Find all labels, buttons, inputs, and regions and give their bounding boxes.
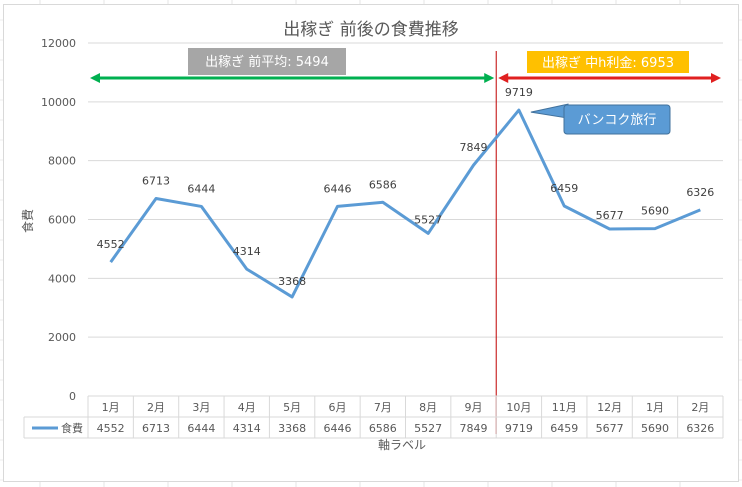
table-value: 6586 bbox=[369, 422, 397, 435]
table-value: 6459 bbox=[550, 422, 578, 435]
y-tick-label: 0 bbox=[69, 390, 76, 403]
after-period-arrow-head-left bbox=[498, 73, 509, 83]
series-line-layer bbox=[109, 108, 701, 299]
data-label: 4552 bbox=[97, 238, 125, 251]
chart-title: 出稼ぎ 前後の食費推移 bbox=[283, 20, 458, 40]
x-tick-label: 10月 bbox=[506, 401, 531, 414]
data-label: 5527 bbox=[414, 213, 442, 226]
data-label: 6326 bbox=[686, 186, 714, 199]
before-period-arrow bbox=[90, 73, 495, 83]
callout-box bbox=[563, 104, 671, 135]
x-tick-label: 8月 bbox=[419, 401, 437, 414]
legend-series-name: 食費 bbox=[61, 421, 83, 435]
table-value: 6446 bbox=[323, 422, 351, 435]
line-chart: 出稼ぎ 前後の食費推移 020004000600080001000012000 … bbox=[20, 20, 724, 452]
x-tick-label: 1月 bbox=[646, 401, 664, 414]
before-period-arrow-head-right bbox=[484, 73, 495, 83]
y-tick-label: 6000 bbox=[48, 214, 76, 227]
data-label: 6446 bbox=[323, 182, 351, 195]
y-tick-label: 10000 bbox=[41, 96, 76, 109]
table-value: 7849 bbox=[460, 422, 488, 435]
x-tick-label: 9月 bbox=[465, 401, 483, 414]
table-value: 6713 bbox=[142, 422, 170, 435]
x-tick-label: 1月 bbox=[102, 401, 120, 414]
x-tick-label: 7月 bbox=[374, 401, 392, 414]
x-tick-label: 5月 bbox=[283, 401, 301, 414]
after-period-arrow-head-right bbox=[711, 73, 721, 83]
callout-label: バンコク旅行 bbox=[578, 113, 657, 128]
period-arrows: 出稼ぎ 前平均: 5494 出稼ぎ 中h利金: 6953 bbox=[90, 48, 721, 83]
table-value: 5677 bbox=[596, 422, 624, 435]
y-tick-label: 2000 bbox=[48, 331, 76, 344]
y-tick-label: 12000 bbox=[41, 37, 76, 50]
data-label: 5677 bbox=[596, 209, 624, 222]
table-value: 6326 bbox=[686, 422, 714, 435]
x-tick-label: 4月 bbox=[238, 401, 256, 414]
chart-area[interactable]: 出稼ぎ 前後の食費推移 0 2000 4000 6000 8000 10000 12000 … bbox=[3, 4, 739, 482]
table-value: 3368 bbox=[278, 422, 306, 435]
y-tick-label: 8000 bbox=[48, 155, 76, 168]
data-label: 6444 bbox=[187, 182, 215, 195]
x-tick-label: 11月 bbox=[552, 401, 577, 414]
before-period-arrow-head-left bbox=[90, 73, 100, 83]
x-tick-label: 12月 bbox=[597, 401, 622, 414]
y-tick-label: 4000 bbox=[48, 272, 76, 285]
table-value: 5690 bbox=[641, 422, 669, 435]
table-value: 4552 bbox=[97, 422, 125, 435]
data-label: 6586 bbox=[369, 178, 397, 191]
table-value: 5527 bbox=[414, 422, 442, 435]
callout-pointer bbox=[530, 103, 569, 119]
data-label: 6459 bbox=[550, 182, 578, 195]
data-label: 6713 bbox=[142, 175, 170, 188]
data-label: 7849 bbox=[460, 141, 488, 154]
callout-layer: バンコク旅行 bbox=[530, 103, 671, 135]
table-value: 6444 bbox=[187, 422, 215, 435]
data-table: 1月 2月 3月 4月 5月 6月 7月 8月 9月 10月 11月 12月 1月 2月 4552 6713 6… bbox=[23, 395, 724, 439]
before-average-box bbox=[188, 48, 346, 75]
x-tick-label: 2月 bbox=[691, 401, 709, 414]
x-tick-label: 6月 bbox=[328, 401, 346, 414]
table-value: 9719 bbox=[505, 422, 533, 435]
after-average-label: 出稼ぎ 中h利金: 6953 bbox=[542, 55, 674, 71]
data-label: 9719 bbox=[505, 86, 533, 99]
after-period-arrow bbox=[498, 73, 721, 83]
data-label: 5690 bbox=[641, 205, 669, 218]
x-tick-label: 2月 bbox=[147, 401, 165, 414]
x-axis-title: 軸ラベル bbox=[378, 438, 426, 452]
data-labels: 4552 6713 6444 4314 3368 6446 6586 5527 7849 9719… bbox=[97, 86, 715, 288]
after-average-box bbox=[527, 51, 689, 73]
data-label: 3368 bbox=[278, 275, 306, 288]
data-label: 4314 bbox=[233, 245, 261, 258]
series-line-food bbox=[109, 108, 701, 299]
y-axis-tick-labels: 0 2000 4000 6000 8000 10000 12000 bbox=[41, 37, 76, 403]
before-average-label: 出稼ぎ 前平均: 5494 bbox=[205, 54, 329, 70]
gridlines bbox=[88, 42, 723, 397]
y-axis-title: 食費 bbox=[20, 209, 35, 233]
table-value: 4314 bbox=[233, 422, 261, 435]
x-tick-label: 3月 bbox=[192, 401, 210, 414]
